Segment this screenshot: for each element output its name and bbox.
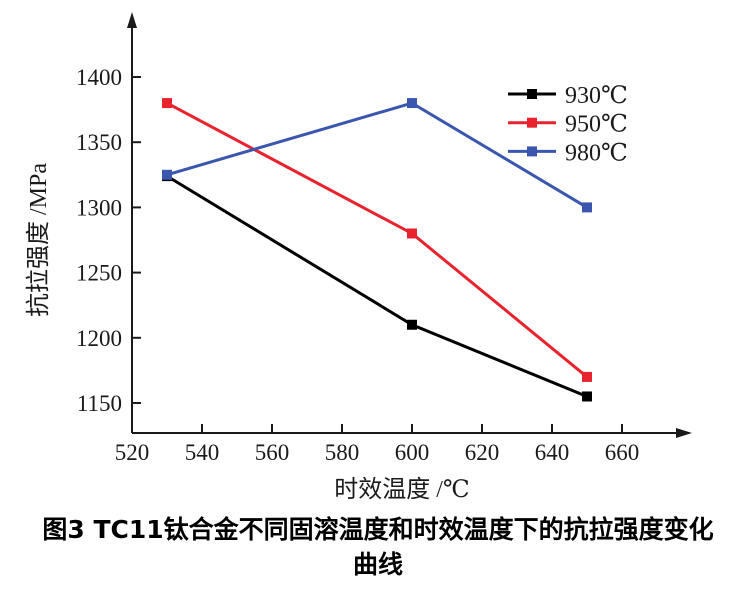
x-tick-label: 640 (535, 440, 570, 465)
figure-caption-line1: 图3 TC11钛合金不同固溶温度和时效温度下的抗拉强度变化 (42, 515, 714, 544)
y-tick-label: 1350 (76, 130, 122, 155)
y-tick-label: 1200 (76, 326, 122, 351)
data-point-930℃-600 (407, 319, 417, 330)
x-axis-title: 时效温度 /℃ (334, 476, 470, 503)
x-tick-label: 520 (115, 440, 150, 465)
y-tick-label: 1300 (76, 195, 122, 220)
legend-marker-950℃ (527, 117, 537, 128)
legend-label-980℃: 980℃ (565, 140, 628, 166)
legend-label-930℃: 930℃ (565, 83, 628, 109)
data-point-980℃-530 (162, 169, 172, 180)
line-chart: 520 540 560 580 600 620 640 660 1150 1200 1250 1300… (25, 12, 692, 503)
y-axis-title: 抗拉强度 /MPa (25, 163, 52, 317)
x-tick-label: 580 (325, 440, 360, 465)
data-point-980℃-600 (407, 98, 417, 109)
x-tick-label: 540 (185, 440, 220, 465)
y-axis-arrow (127, 12, 137, 28)
y-tick-label: 1400 (76, 65, 122, 90)
data-point-930℃-650 (582, 391, 592, 402)
x-tick-label: 600 (395, 440, 430, 465)
data-point-950℃-650 (582, 371, 592, 382)
legend-marker-930℃ (527, 89, 537, 99)
y-tick-label: 1250 (76, 261, 122, 286)
series-line-930℃ (166, 174, 588, 398)
x-axis-arrow (676, 428, 692, 438)
legend-label-950℃: 950℃ (565, 112, 628, 138)
data-point-950℃-530 (162, 98, 172, 109)
x-tick-label: 560 (255, 440, 290, 465)
y-tick-label: 1150 (77, 391, 122, 416)
series-line-950℃ (166, 101, 588, 379)
data-point-980℃-650 (582, 202, 592, 213)
legend-marker-980℃ (527, 146, 537, 157)
series-line-980℃ (166, 101, 588, 209)
x-tick-label: 660 (605, 440, 640, 465)
data-point-950℃-600 (407, 228, 417, 239)
x-tick-label: 620 (465, 440, 500, 465)
figure-caption-line2: 曲线 (352, 550, 403, 579)
figure-caption: 图3 TC11钛合金不同固溶温度和时效温度下的抗拉强度变化 曲线 (0, 512, 756, 582)
